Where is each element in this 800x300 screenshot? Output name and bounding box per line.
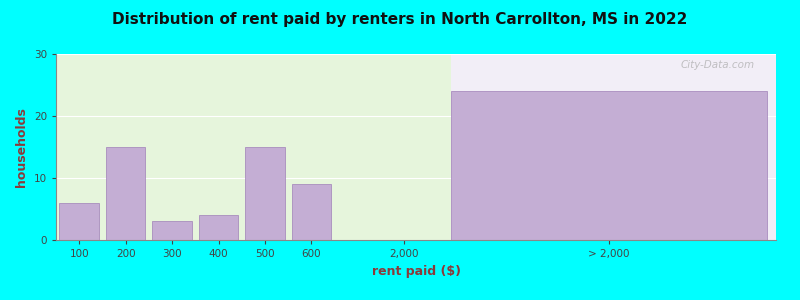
Bar — [292, 184, 331, 240]
X-axis label: rent paid ($): rent paid ($) — [371, 265, 461, 278]
Bar — [199, 215, 238, 240]
Bar — [451, 54, 776, 240]
Bar — [451, 91, 766, 240]
Y-axis label: households: households — [15, 107, 28, 187]
Bar — [59, 203, 99, 240]
Bar — [106, 147, 146, 240]
Bar — [56, 54, 451, 240]
Text: City-Data.com: City-Data.com — [680, 60, 754, 70]
Bar — [152, 221, 192, 240]
Bar — [246, 147, 285, 240]
Text: Distribution of rent paid by renters in North Carrollton, MS in 2022: Distribution of rent paid by renters in … — [112, 12, 688, 27]
